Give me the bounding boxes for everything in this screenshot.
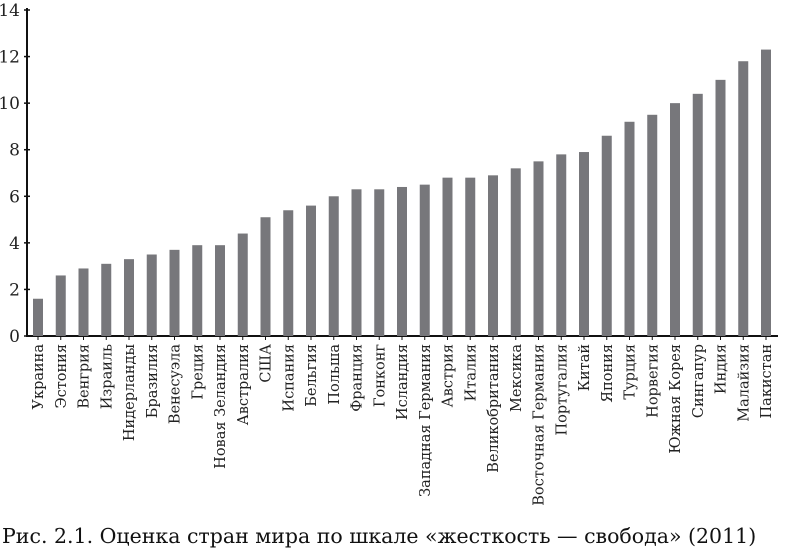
bar-1	[33, 298, 43, 336]
bar-32	[738, 61, 749, 336]
bar-33	[761, 49, 771, 336]
x-tick-label: Австрия	[441, 344, 457, 407]
x-tick-label: Украина	[31, 344, 47, 410]
x-tick-label: Восточная Германия	[532, 344, 548, 506]
x-tick-label: Южная Корея	[668, 344, 684, 454]
y-tick-label: 14	[0, 1, 20, 21]
bar-5	[124, 259, 134, 336]
bar-29	[670, 103, 680, 337]
bar-10	[237, 233, 248, 336]
x-tick-label: Индия	[714, 344, 730, 394]
y-tick-label: 0	[9, 327, 20, 347]
bar-26	[601, 135, 612, 336]
y-tick-label: 6	[9, 187, 20, 207]
x-tick-label: Австралия	[236, 344, 252, 425]
x-tick-label: Исландия	[395, 344, 411, 420]
bar-15	[351, 189, 362, 336]
bar-25	[579, 152, 589, 336]
bar-chart: 0 2 4 6 8 10 12 14 Украина Эстония Венгрия Израиль Н…	[0, 1, 778, 506]
y-tick-label: 10	[0, 94, 20, 114]
y-tick-label: 4	[9, 234, 20, 254]
x-tick-label: Бельгия	[304, 344, 320, 407]
x-tick-label: Сингапур	[691, 344, 707, 418]
x-tick-label: Новая Зеландия	[213, 344, 229, 469]
x-tick-label: Греция	[190, 344, 206, 400]
x-tick-label: Франция	[350, 344, 366, 412]
bar-3	[78, 268, 89, 336]
bar-7	[169, 249, 180, 336]
bar-8	[192, 245, 203, 336]
chart-caption: Рис. 2.1. Оценка стран мира по шкале «же…	[2, 524, 757, 548]
bar-4	[101, 263, 112, 336]
bar-17	[397, 186, 407, 336]
bar-6	[146, 254, 157, 336]
bar-30	[692, 93, 703, 336]
x-tick-label: Эстония	[54, 344, 70, 408]
x-tick-label: Гонконг	[372, 344, 388, 407]
bar-2	[55, 275, 66, 336]
bar-21	[488, 175, 498, 336]
x-tick-label: Нидерланды	[122, 344, 138, 442]
x-tick-label: Испания	[281, 344, 297, 412]
x-tick-label: Япония	[600, 344, 616, 403]
y-tick-label: 12	[0, 48, 20, 68]
bar-24	[556, 154, 567, 336]
bar-22	[510, 168, 521, 336]
bar-27	[624, 121, 635, 337]
bar-13	[306, 205, 316, 336]
x-tick-label: Бразилия	[145, 344, 161, 418]
bar-18	[419, 184, 430, 336]
x-tick-label: Португалия	[554, 344, 570, 435]
x-tick-label: Западная Германия	[418, 344, 434, 497]
x-tick-label: Пакистан	[759, 344, 775, 418]
x-tick-label: Мексика	[509, 344, 525, 412]
bar-11	[260, 217, 271, 336]
bar-23	[533, 161, 544, 336]
x-tick-label: Китай	[577, 344, 593, 391]
x-tick-label: Турция	[623, 344, 639, 400]
bar-12	[283, 210, 294, 336]
x-tick-label: Великобритания	[486, 344, 502, 473]
x-tick-label: Венгрия	[77, 344, 93, 409]
y-tick-label: 8	[9, 141, 20, 161]
y-tick-label: 2	[9, 280, 20, 300]
x-tick-label: Малайзия	[736, 344, 752, 422]
bar-14	[328, 196, 339, 336]
x-tick-label: Норвегия	[645, 344, 661, 418]
bar-9	[215, 245, 225, 336]
x-tick-label: США	[259, 344, 275, 383]
x-tick-label: Израиль	[99, 344, 115, 409]
bar-20	[465, 177, 476, 336]
x-tick-label: Италия	[463, 344, 479, 401]
x-tick-label: Венесуэла	[168, 344, 184, 424]
bar-16	[374, 189, 385, 336]
bar-31	[715, 79, 726, 336]
x-tick-label: Польша	[327, 344, 343, 405]
bar-19	[442, 177, 453, 336]
bar-28	[647, 114, 658, 337]
